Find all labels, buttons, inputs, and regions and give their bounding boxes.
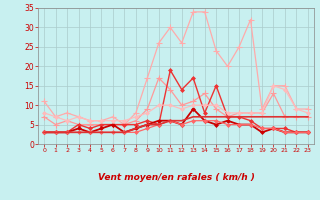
X-axis label: Vent moyen/en rafales ( km/h ): Vent moyen/en rafales ( km/h ) <box>98 173 254 182</box>
